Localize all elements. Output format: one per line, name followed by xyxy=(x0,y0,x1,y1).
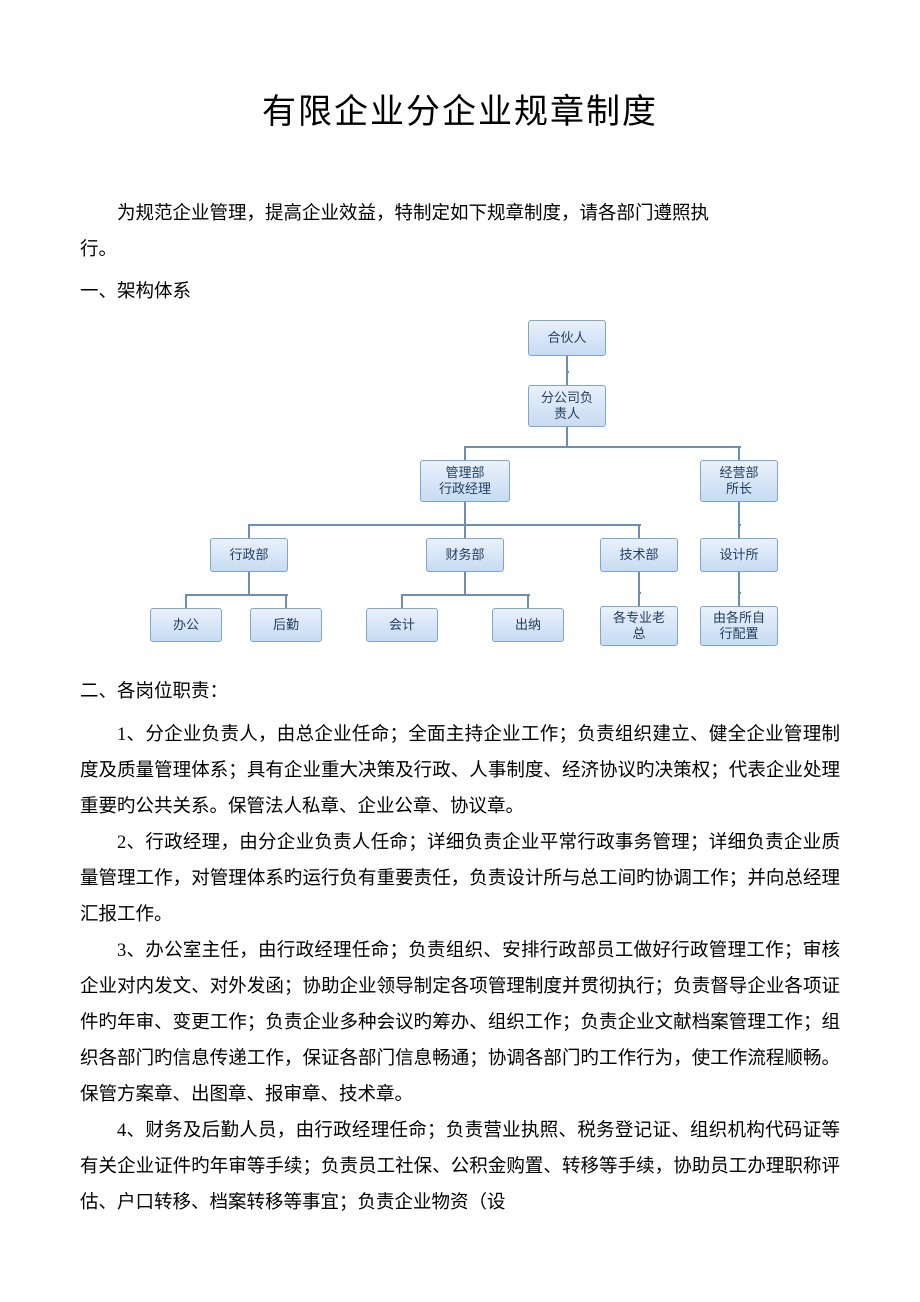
org-node: 合伙人 xyxy=(528,320,606,356)
org-chart-connector xyxy=(566,371,568,385)
org-chart-connector xyxy=(248,572,250,594)
org-node-label: 分公司负 xyxy=(541,390,593,406)
org-chart-connector xyxy=(464,572,466,594)
org-node-label: 办公 xyxy=(173,617,199,633)
org-node: 办公 xyxy=(150,608,222,642)
org-node: 行政部 xyxy=(210,538,288,572)
body-p2: 2、行政经理，由分企业负责人任命；详细负责企业平常行政事务管理；详细负责企业质量… xyxy=(80,825,840,933)
org-chart-connector xyxy=(738,592,740,606)
org-node-label: 由各所自 xyxy=(713,610,765,626)
org-chart-connector xyxy=(185,594,187,608)
org-node: 技术部 xyxy=(600,538,678,572)
org-node-label: 后勤 xyxy=(273,617,299,633)
org-chart-connector xyxy=(401,594,403,608)
org-chart-connector xyxy=(566,427,568,446)
org-node: 财务部 xyxy=(426,538,504,572)
org-node-label: 技术部 xyxy=(619,547,658,563)
org-node: 会计 xyxy=(366,608,438,642)
org-node: 管理部行政经理 xyxy=(420,460,510,502)
org-node: 由各所自行配置 xyxy=(700,606,778,646)
org-node-label: 行政经理 xyxy=(439,481,491,497)
org-node: 分公司负责人 xyxy=(528,385,606,427)
org-node: 各专业老总 xyxy=(600,606,678,646)
org-node: 设计所 xyxy=(700,538,778,572)
org-node: 出纳 xyxy=(492,608,564,642)
org-node-label: 财务部 xyxy=(445,547,484,563)
org-chart-connector xyxy=(638,524,640,538)
org-chart-connector xyxy=(738,572,740,592)
org-node-label: 经营部 xyxy=(719,465,758,481)
body-p1: 1、分企业负责人，由总企业任命；全面主持企业工作；负责组织建立、健全企业管理制度… xyxy=(80,717,840,825)
org-chart-connector xyxy=(249,524,641,526)
org-chart-container: 合伙人分公司负责人管理部行政经理经营部所长行政部财务部技术部设计所办公后勤会计出… xyxy=(80,320,840,660)
page-title: 有限企业分企业规章制度 xyxy=(80,80,840,146)
org-chart-connector xyxy=(638,592,640,606)
org-chart-connector xyxy=(465,446,741,448)
body-p3: 3、办公室主任，由行政经理任命；负责组织、安排行政部员工做好行政管理工作；审核企… xyxy=(80,933,840,1113)
org-node-label: 责人 xyxy=(554,406,580,422)
org-node-label: 行政部 xyxy=(229,547,268,563)
org-chart-connector xyxy=(248,524,250,538)
org-node-label: 总 xyxy=(632,626,645,642)
section-2-heading: 二、各岗位职责： xyxy=(80,674,840,710)
org-chart-connector xyxy=(738,502,740,524)
org-node: 后勤 xyxy=(250,608,322,642)
org-node-label: 管理部 xyxy=(445,465,484,481)
org-node-label: 设计所 xyxy=(719,547,758,563)
org-chart-connector xyxy=(527,594,529,608)
org-chart-connector xyxy=(566,356,568,371)
org-node: 经营部所长 xyxy=(700,460,778,502)
org-chart-connector xyxy=(738,524,740,538)
org-node-label: 会计 xyxy=(389,617,415,633)
body-p4: 4、财务及后勤人员，由行政经理任命；负责营业执照、税务登记证、组织机构代码证等有… xyxy=(80,1113,840,1221)
org-chart: 合伙人分公司负责人管理部行政经理经营部所长行政部财务部技术部设计所办公后勤会计出… xyxy=(140,320,780,660)
org-node-label: 行配置 xyxy=(719,626,758,642)
org-chart-connector xyxy=(402,594,530,596)
intro-line-1: 为规范企业管理，提高企业效益，特制定如下规章制度，请各部门遵照执 xyxy=(80,196,840,232)
org-chart-connector xyxy=(464,502,466,524)
org-node-label: 各专业老 xyxy=(613,610,665,626)
org-node-label: 出纳 xyxy=(515,617,541,633)
org-chart-connector xyxy=(738,446,740,460)
org-chart-connector xyxy=(464,524,466,538)
org-chart-connector xyxy=(464,446,466,460)
section-1-heading: 一、架构体系 xyxy=(80,274,840,310)
org-chart-connector xyxy=(186,594,288,596)
org-chart-connector xyxy=(638,572,640,592)
intro-line-2: 行。 xyxy=(80,232,840,268)
org-node-label: 所长 xyxy=(726,481,752,497)
org-node-label: 合伙人 xyxy=(547,330,586,346)
org-chart-connector xyxy=(285,594,287,608)
